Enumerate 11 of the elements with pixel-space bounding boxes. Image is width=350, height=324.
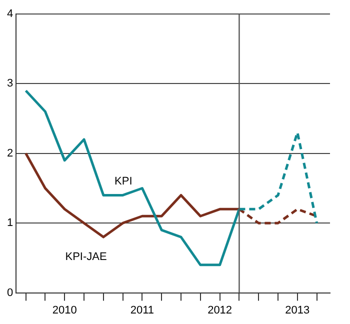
y-tick-label: 4 (6, 8, 14, 20)
y-tick-label: 3 (6, 78, 14, 90)
x-tick-label: 2012 (208, 304, 232, 316)
y-tick-label: 0 (6, 286, 14, 299)
x-tick-label: 2011 (130, 304, 154, 316)
x-tick-label: 2010 (52, 304, 77, 316)
series-label: KPI (114, 175, 132, 188)
series-label: KPI-JAE (65, 251, 107, 264)
y-tick-label: 1 (6, 217, 14, 230)
x-tick-label: 2013 (285, 304, 310, 316)
y-tick-label: 2 (6, 147, 14, 160)
